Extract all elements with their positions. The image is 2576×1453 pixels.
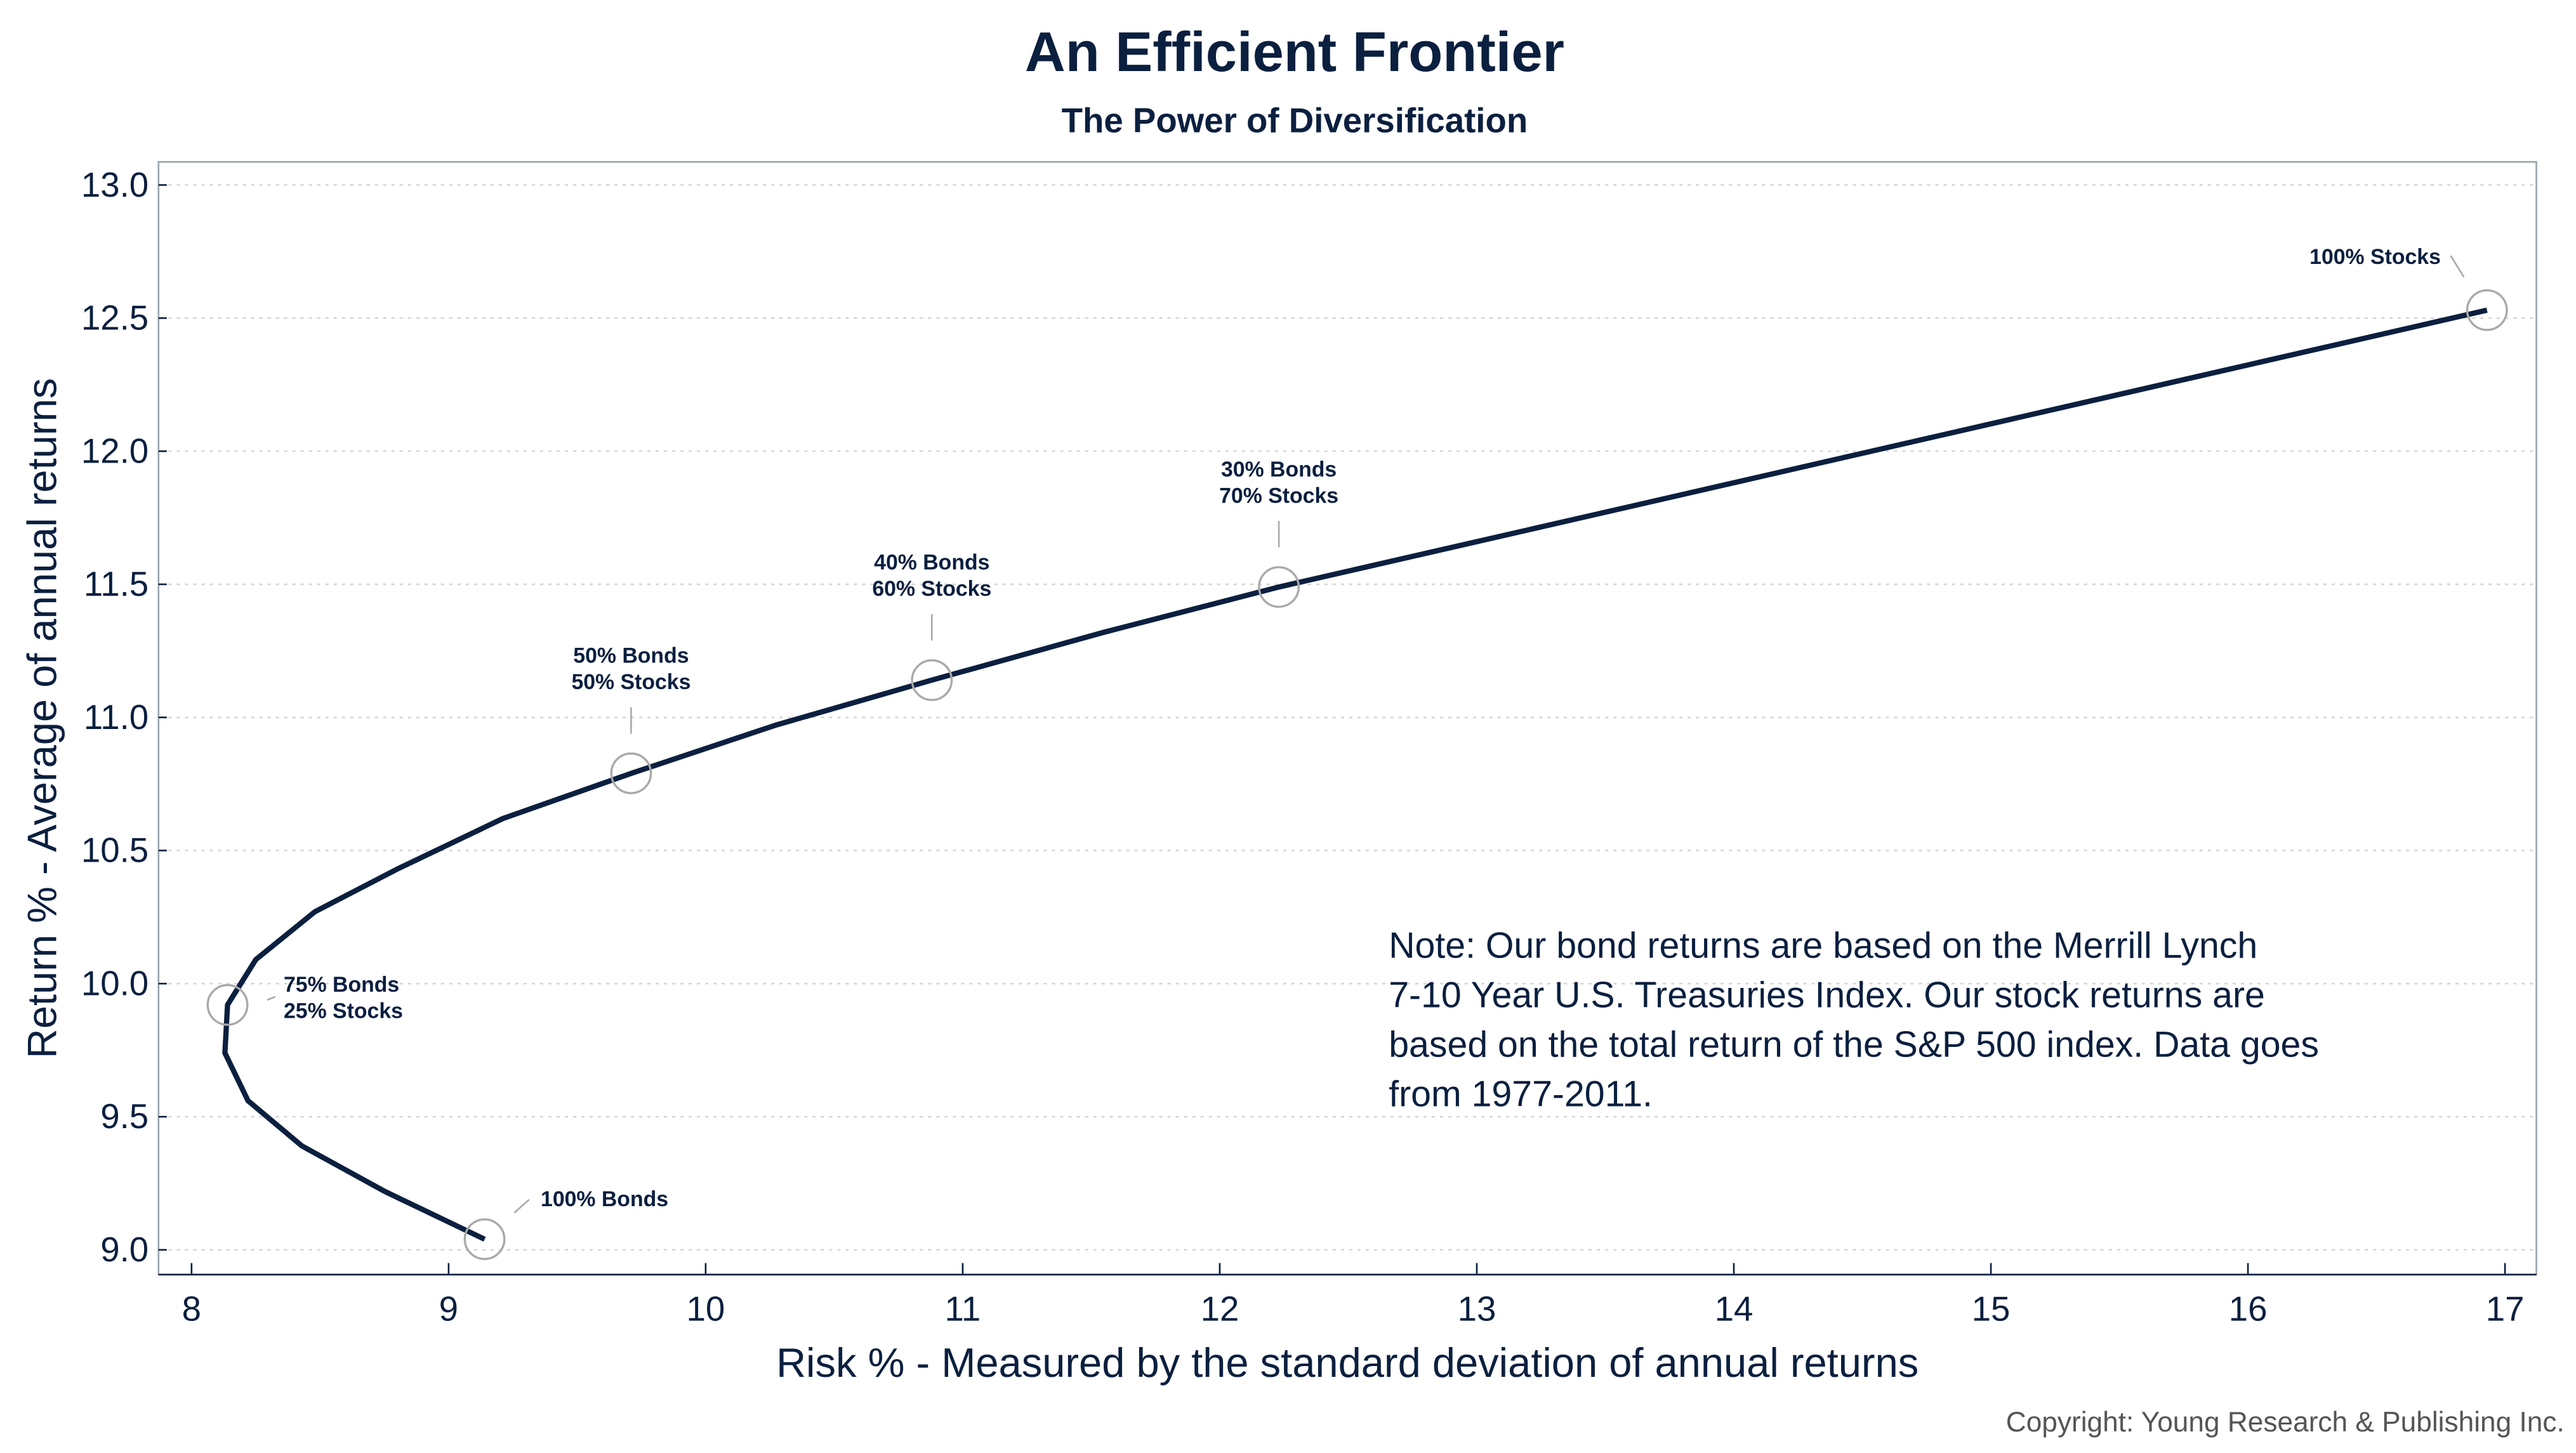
note-text: Note: Our bond returns are based on the … (1389, 925, 2319, 1114)
x-axis-label: Risk % - Measured by the standard deviat… (776, 1339, 1919, 1386)
note-line: 7-10 Year U.S. Treasuries Index. Our sto… (1389, 975, 2265, 1015)
note-line: from 1977-2011. (1389, 1074, 1653, 1114)
point-marker-circle (1258, 566, 1300, 608)
annotation-label: 30% Bonds (1221, 457, 1337, 482)
y-tick-label: 9.0 (100, 1230, 149, 1269)
annotation-label: 25% Stocks (284, 999, 403, 1023)
annotation: 100% Bonds (463, 1187, 668, 1260)
y-tick-label: 9.5 (100, 1097, 149, 1136)
copyright-text: Copyright: Young Research & Publishing I… (2006, 1407, 2565, 1438)
leader-line (267, 996, 276, 1001)
y-tick-label: 12.0 (81, 431, 149, 470)
point-marker-circle (610, 752, 652, 794)
x-tick-label: 16 (2229, 1290, 2268, 1329)
x-tick-label: 11 (945, 1290, 981, 1329)
chart-subtitle: The Power of Diversification (1062, 101, 1528, 140)
y-axis-label: Return % - Average of annual returns (18, 378, 65, 1058)
x-tick-label: 14 (1715, 1290, 1754, 1329)
annotation: 100% Stocks (2309, 245, 2508, 331)
y-tick-label: 12.5 (81, 299, 149, 338)
note-line: Note: Our bond returns are based on the … (1389, 925, 2257, 966)
x-tick-label: 8 (182, 1290, 201, 1329)
y-tick-label: 11.0 (84, 698, 149, 737)
y-tick-label: 13.0 (81, 166, 149, 204)
y-tick-label: 11.5 (84, 565, 149, 603)
annotation: 50% Bonds 50% Stocks (571, 643, 690, 794)
annotation-label: 40% Bonds (874, 551, 989, 575)
x-tick-label: 10 (687, 1290, 725, 1329)
annotation-label: 100% Bonds (541, 1187, 668, 1211)
x-tick-label: 17 (2486, 1290, 2525, 1329)
chart-title: An Efficient Frontier (1025, 20, 1564, 83)
annotation-label: 50% Bonds (573, 643, 689, 667)
x-tick-label: 13 (1458, 1290, 1496, 1329)
y-tick-label: 10.5 (81, 831, 149, 870)
x-tick-label: 9 (439, 1290, 458, 1329)
annotation-label: 60% Stocks (872, 577, 991, 601)
annotation-label: 50% Stocks (571, 670, 690, 694)
annotation-label: 70% Stocks (1219, 483, 1338, 508)
y-tick-label: 10.0 (81, 964, 149, 1003)
frontier-line (222, 307, 2488, 1242)
annotation-label: 100% Stocks (2309, 245, 2441, 269)
point-marker-circle (2466, 289, 2508, 331)
x-tick-label: 12 (1201, 1290, 1239, 1329)
point-marker-circle (463, 1218, 506, 1260)
note-line: based on the total return of the S&P 500… (1389, 1024, 2319, 1065)
annotation-label: 75% Bonds (284, 973, 399, 997)
point-marker-circle (911, 659, 953, 701)
leader-line (513, 1199, 530, 1214)
point-marker-circle (206, 983, 249, 1026)
leader-line (2450, 255, 2465, 278)
x-tick-label: 15 (1972, 1290, 2011, 1329)
